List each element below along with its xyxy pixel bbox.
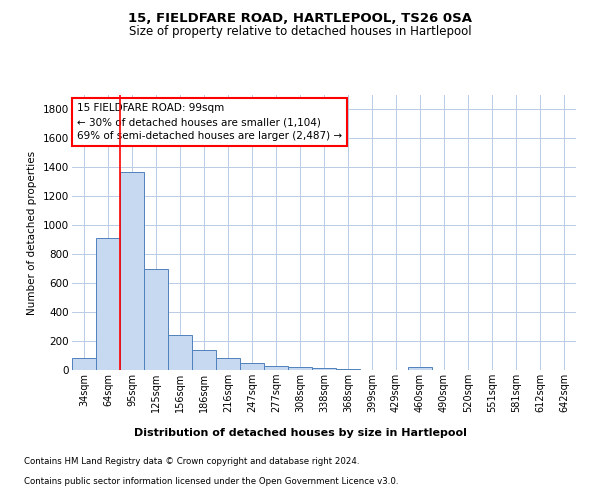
Bar [288, 367, 312, 370]
Bar [216, 358, 240, 370]
Text: Contains public sector information licensed under the Open Government Licence v3: Contains public sector information licen… [24, 478, 398, 486]
Bar [408, 367, 432, 370]
Y-axis label: Number of detached properties: Number of detached properties [28, 150, 37, 314]
Bar [120, 172, 144, 370]
Bar [240, 364, 264, 370]
Bar [312, 368, 336, 370]
Bar [192, 350, 216, 370]
Bar [72, 358, 96, 370]
Bar [264, 366, 288, 370]
Text: 15, FIELDFARE ROAD, HARTLEPOOL, TS26 0SA: 15, FIELDFARE ROAD, HARTLEPOOL, TS26 0SA [128, 12, 472, 26]
Text: 15 FIELDFARE ROAD: 99sqm
← 30% of detached houses are smaller (1,104)
69% of sem: 15 FIELDFARE ROAD: 99sqm ← 30% of detach… [77, 104, 342, 141]
Text: Distribution of detached houses by size in Hartlepool: Distribution of detached houses by size … [134, 428, 466, 438]
Text: Size of property relative to detached houses in Hartlepool: Size of property relative to detached ho… [128, 25, 472, 38]
Bar [168, 334, 192, 370]
Bar [144, 268, 168, 370]
Text: Contains HM Land Registry data © Crown copyright and database right 2024.: Contains HM Land Registry data © Crown c… [24, 458, 359, 466]
Bar [96, 238, 120, 370]
